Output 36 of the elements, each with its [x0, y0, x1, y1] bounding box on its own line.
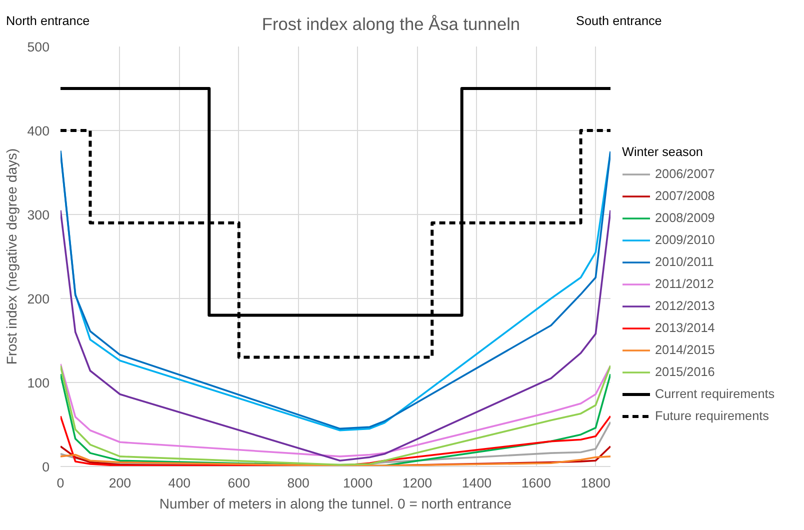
legend-label: 2012/2013: [655, 298, 715, 315]
x-tick-label: 400: [168, 476, 191, 490]
legend-label: 2009/2010: [655, 232, 715, 249]
line-series: [60, 454, 610, 466]
x-tick-label: 1600: [521, 476, 552, 490]
legend-label: Future requirements: [655, 408, 769, 425]
legend-label: 2007/2008: [655, 188, 715, 205]
text: South entrance: [576, 13, 662, 30]
chart-title: Frost index along the Åsa tunneln: [262, 13, 520, 36]
legend-title: Winter season: [622, 145, 704, 159]
x-axis-title: Number of meters in along the tunnel. 0 = north entrance: [159, 496, 512, 512]
legend-label: 2011/2012: [655, 276, 714, 293]
legend-label: 2014/2015: [655, 342, 715, 359]
legend-label: 2010/2011: [655, 254, 714, 271]
line-series: [60, 209, 610, 462]
x-tick-label: 1200: [402, 476, 432, 490]
legend-label: 2008/2009: [655, 210, 715, 227]
y-tick-label: 0: [42, 460, 50, 474]
x-tick-label: 600: [228, 476, 250, 490]
y-tick-label: 500: [27, 40, 50, 54]
legend-label: Current requirements: [655, 386, 775, 403]
x-tick-label: 0: [56, 476, 64, 490]
y-tick-label: 200: [27, 292, 50, 306]
y-tick-label: 400: [27, 124, 50, 138]
x-tick-label: 1800: [580, 476, 610, 490]
text: North entrance: [6, 13, 90, 30]
x-tick-label: 200: [108, 476, 132, 490]
y-tick-label: 300: [27, 208, 50, 222]
legend-label: 2013/2014: [655, 320, 715, 337]
y-tick-label: 100: [27, 376, 50, 390]
x-tick-label: 1000: [342, 476, 373, 490]
x-tick-label: 800: [287, 476, 310, 490]
x-tick-label: 1400: [462, 476, 492, 490]
legend-label: 2006/2007: [655, 166, 715, 183]
legend-label: 2015/2016: [655, 364, 715, 381]
y-axis-title: Frost index (negative degree days): [3, 148, 20, 365]
